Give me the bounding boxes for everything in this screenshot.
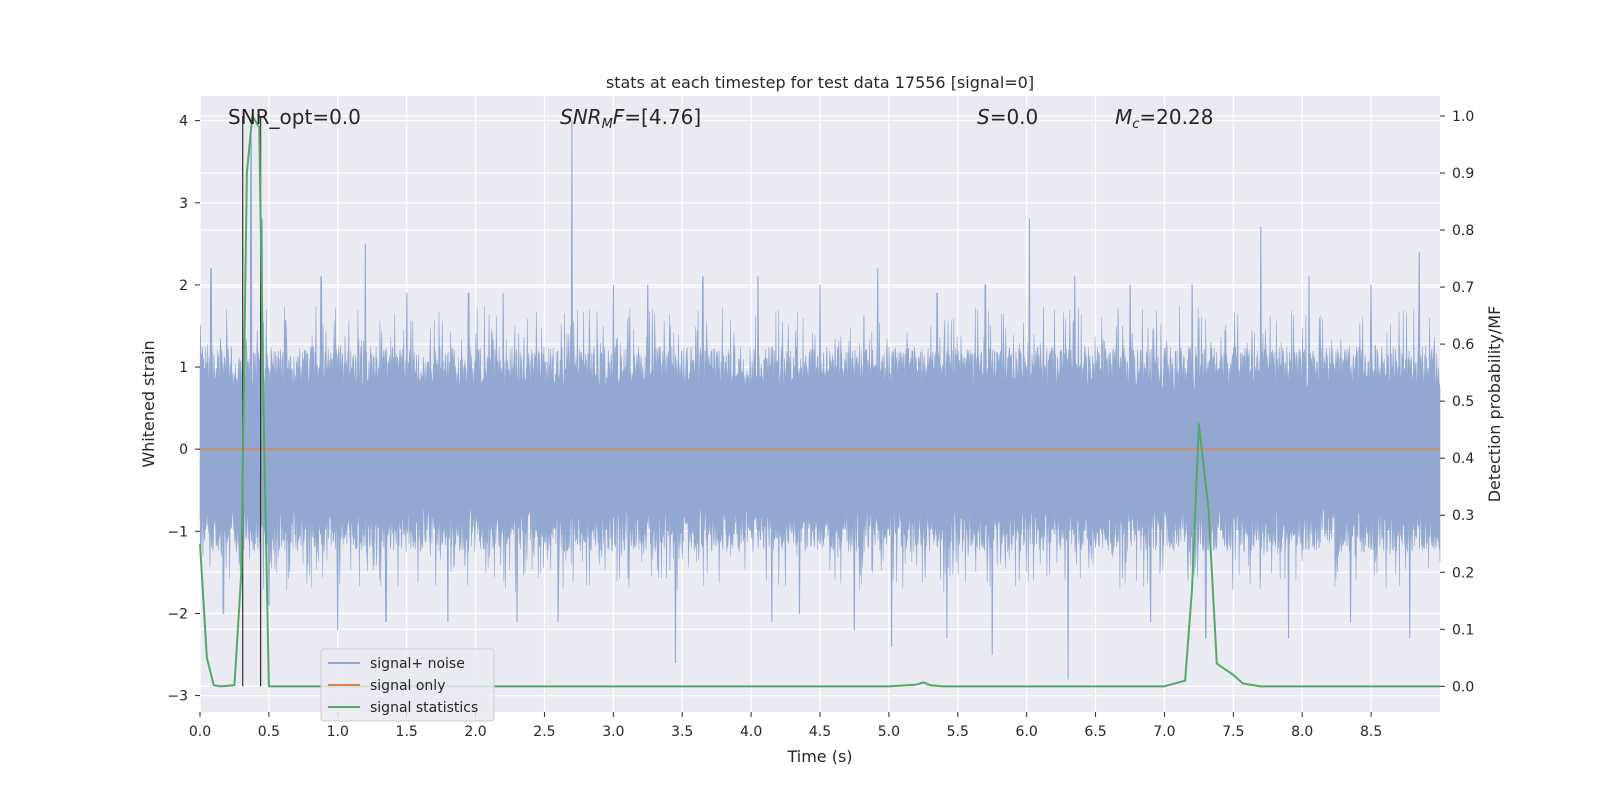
chart-title: stats at each timestep for test data 175… bbox=[606, 73, 1034, 92]
x-tick-label: 6.5 bbox=[1084, 724, 1106, 740]
y-tick-label-left: −2 bbox=[167, 606, 188, 622]
y-axis-label-right: Detection probability/MF bbox=[1485, 306, 1504, 503]
annotation-mc-subscript: c bbox=[1132, 117, 1139, 132]
x-tick-label: 7.5 bbox=[1222, 724, 1244, 740]
y-tick-label-right: 0.0 bbox=[1452, 679, 1474, 695]
annotation-snr-mf-symbol: SNR bbox=[560, 105, 602, 129]
series-signal-noise bbox=[199, 120, 1441, 680]
y-tick-label-left: −1 bbox=[167, 524, 188, 540]
x-tick-label: 2.0 bbox=[464, 724, 486, 740]
y-tick-label-right: 0.1 bbox=[1452, 622, 1474, 638]
y-tick-label-right: 0.6 bbox=[1452, 337, 1474, 353]
annotation-snr-mf-subscript: M bbox=[602, 117, 613, 132]
annotation-snr-opt: SNR_opt=0.0 bbox=[228, 105, 361, 129]
x-tick-label: 1.0 bbox=[327, 724, 349, 740]
y-tick-label-right: 0.5 bbox=[1452, 394, 1474, 410]
annotation-s-symbol: S bbox=[977, 105, 990, 129]
x-tick-label: 8.5 bbox=[1360, 724, 1382, 740]
annotations: SNR_opt=0.0 SNRMF=[4.76] S=0.0 Mc=20.28 bbox=[228, 105, 1213, 132]
legend-label-signal-noise: signal+ noise bbox=[370, 656, 465, 672]
y-axis-label-left: Whitened strain bbox=[139, 340, 158, 467]
x-tick-label: 6.0 bbox=[1016, 724, 1038, 740]
tick-labels: 0.0 0.5 1.0 1.5 2.0 2.5 3.0 3.5 4.0 4.5 5.0 5.5 6.0 6… bbox=[167, 109, 1474, 740]
y-tick-label-left: 3 bbox=[179, 196, 188, 212]
x-tick-label: 1.5 bbox=[396, 724, 418, 740]
y-tick-label-left: 1 bbox=[179, 360, 188, 376]
y-tick-label-right: 0.8 bbox=[1452, 223, 1474, 239]
annotation-s-value: =0.0 bbox=[990, 105, 1039, 129]
y-tick-label-right: 0.4 bbox=[1452, 451, 1474, 467]
series-signal-statistics bbox=[199, 114, 1440, 688]
y-tick-label-right: 0.2 bbox=[1452, 565, 1474, 581]
x-tick-label: 4.0 bbox=[740, 724, 762, 740]
y-tick-label-left: −3 bbox=[167, 689, 188, 705]
annotation-mc: Mc=20.28 bbox=[1115, 105, 1213, 132]
y-tick-label-left: 0 bbox=[179, 442, 188, 458]
x-tick-label: 3.0 bbox=[602, 724, 624, 740]
annotation-snr-mf-suffix: F bbox=[613, 105, 625, 129]
y-tick-label-right: 0.3 bbox=[1452, 508, 1474, 524]
legend: signal+ noise signal only signal statist… bbox=[320, 648, 495, 722]
y-tick-label-right: 0.7 bbox=[1452, 280, 1474, 296]
legend-box bbox=[320, 648, 495, 722]
annotation-s: S=0.0 bbox=[977, 105, 1038, 129]
annotation-snr-mf-value: =[4.76] bbox=[624, 105, 701, 129]
x-tick-label: 5.5 bbox=[947, 724, 969, 740]
legend-label-signal-only: signal only bbox=[370, 678, 445, 694]
x-tick-label: 0.5 bbox=[258, 724, 280, 740]
x-tick-label: 0.0 bbox=[189, 724, 211, 740]
x-tick-label: 2.5 bbox=[533, 724, 555, 740]
x-tick-label: 7.0 bbox=[1153, 724, 1175, 740]
y-tick-label-left: 4 bbox=[179, 114, 188, 130]
legend-label-signal-statistics: signal statistics bbox=[370, 700, 478, 716]
y-tick-label-right: 0.9 bbox=[1452, 166, 1474, 182]
annotation-mc-value: =20.28 bbox=[1139, 105, 1213, 129]
x-tick-label: 5.0 bbox=[878, 724, 900, 740]
x-axis-label: Time (s) bbox=[786, 747, 852, 766]
y-tick-label-right: 1.0 bbox=[1452, 109, 1474, 125]
annotation-mc-symbol: M bbox=[1115, 105, 1132, 129]
x-tick-label: 3.5 bbox=[671, 724, 693, 740]
x-tick-label: 4.5 bbox=[809, 724, 831, 740]
y-tick-label-left: 2 bbox=[179, 278, 188, 294]
annotation-snr-mf: SNRMF=[4.76] bbox=[560, 105, 701, 132]
data-layer bbox=[199, 114, 1441, 688]
x-tick-label: 8.0 bbox=[1291, 724, 1313, 740]
